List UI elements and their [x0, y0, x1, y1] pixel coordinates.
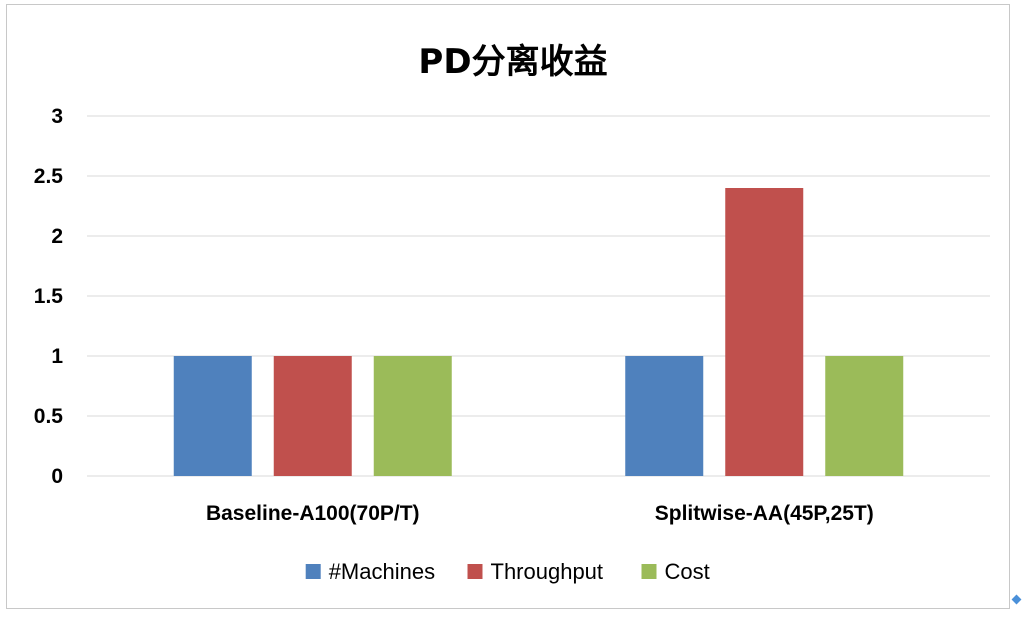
legend-label: Throughput — [491, 559, 604, 584]
x-category-label: Splitwise-AA(45P,25T) — [655, 502, 874, 525]
x-axis-categories: Baseline-A100(70P/T) Splitwise-AA(45P,25T… — [206, 502, 874, 525]
y-tick-label: 3 — [51, 105, 63, 128]
legend: #Machines Throughput Cost — [305, 559, 710, 584]
chart-frame: PD分离收益 0 0.5 1 1.5 2 2.5 3 Baseline-A100(70P/T… — [6, 4, 1010, 609]
legend-label: #Machines — [329, 559, 435, 584]
resize-handle-icon[interactable] — [1011, 594, 1022, 605]
chart-title: PD分离收益 — [418, 42, 607, 82]
bar-cost — [825, 356, 904, 476]
x-category-label: Baseline-A100(70P/T) — [206, 502, 420, 525]
bars — [173, 188, 904, 476]
y-tick-label: 2.5 — [34, 165, 64, 188]
bar-machines — [173, 356, 252, 476]
legend-label: Cost — [665, 559, 710, 584]
y-axis-ticks: 0 0.5 1 1.5 2 2.5 3 — [34, 105, 64, 488]
bar-throughput — [273, 356, 352, 476]
y-tick-label: 2 — [51, 225, 63, 248]
bar-machines — [625, 356, 704, 476]
y-tick-label: 0.5 — [34, 405, 64, 428]
legend-swatch — [467, 564, 483, 579]
bar-chart: PD分离收益 0 0.5 1 1.5 2 2.5 3 Baseline-A100(70P/T… — [34, 42, 990, 584]
legend-swatch — [641, 564, 657, 579]
bar-cost — [373, 356, 452, 476]
y-tick-label: 0 — [51, 465, 63, 488]
legend-swatch — [305, 564, 321, 579]
y-tick-label: 1.5 — [34, 285, 64, 308]
y-tick-label: 1 — [51, 345, 63, 368]
bar-throughput — [725, 188, 804, 476]
